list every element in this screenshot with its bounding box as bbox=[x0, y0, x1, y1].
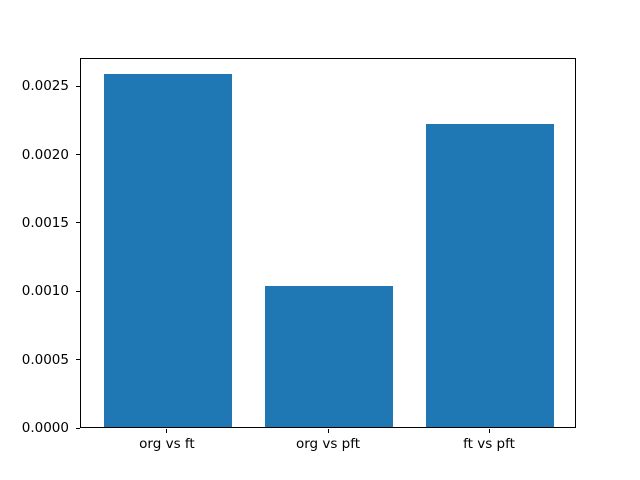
x-tick-label: ft vs pft bbox=[463, 436, 515, 452]
y-tick-mark bbox=[76, 427, 80, 429]
bar-org-vs-pft bbox=[264, 286, 394, 427]
y-tick-label: 0.0015 bbox=[21, 214, 69, 231]
y-tick-label: 0.0010 bbox=[21, 283, 69, 300]
y-tick-mark bbox=[76, 154, 80, 156]
bar-ft-vs-pft bbox=[425, 123, 555, 427]
y-tick-mark bbox=[76, 222, 80, 224]
x-tick-label: org vs ft bbox=[139, 436, 195, 452]
y-tick-mark bbox=[76, 85, 80, 87]
x-tick-mark bbox=[166, 429, 168, 433]
x-tick-label: org vs pft bbox=[295, 436, 361, 452]
y-tick-label: 0.0000 bbox=[21, 420, 69, 436]
plot-area bbox=[80, 57, 576, 428]
y-tick-label: 0.0025 bbox=[21, 78, 69, 95]
y-tick-mark bbox=[76, 359, 80, 361]
y-tick-label: 0.0020 bbox=[21, 146, 69, 163]
y-tick-label: 0.0005 bbox=[21, 351, 69, 368]
x-tick-mark bbox=[327, 429, 329, 433]
x-tick-mark bbox=[488, 429, 490, 433]
bar-org-vs-ft bbox=[103, 74, 233, 427]
y-tick-mark bbox=[76, 290, 80, 292]
